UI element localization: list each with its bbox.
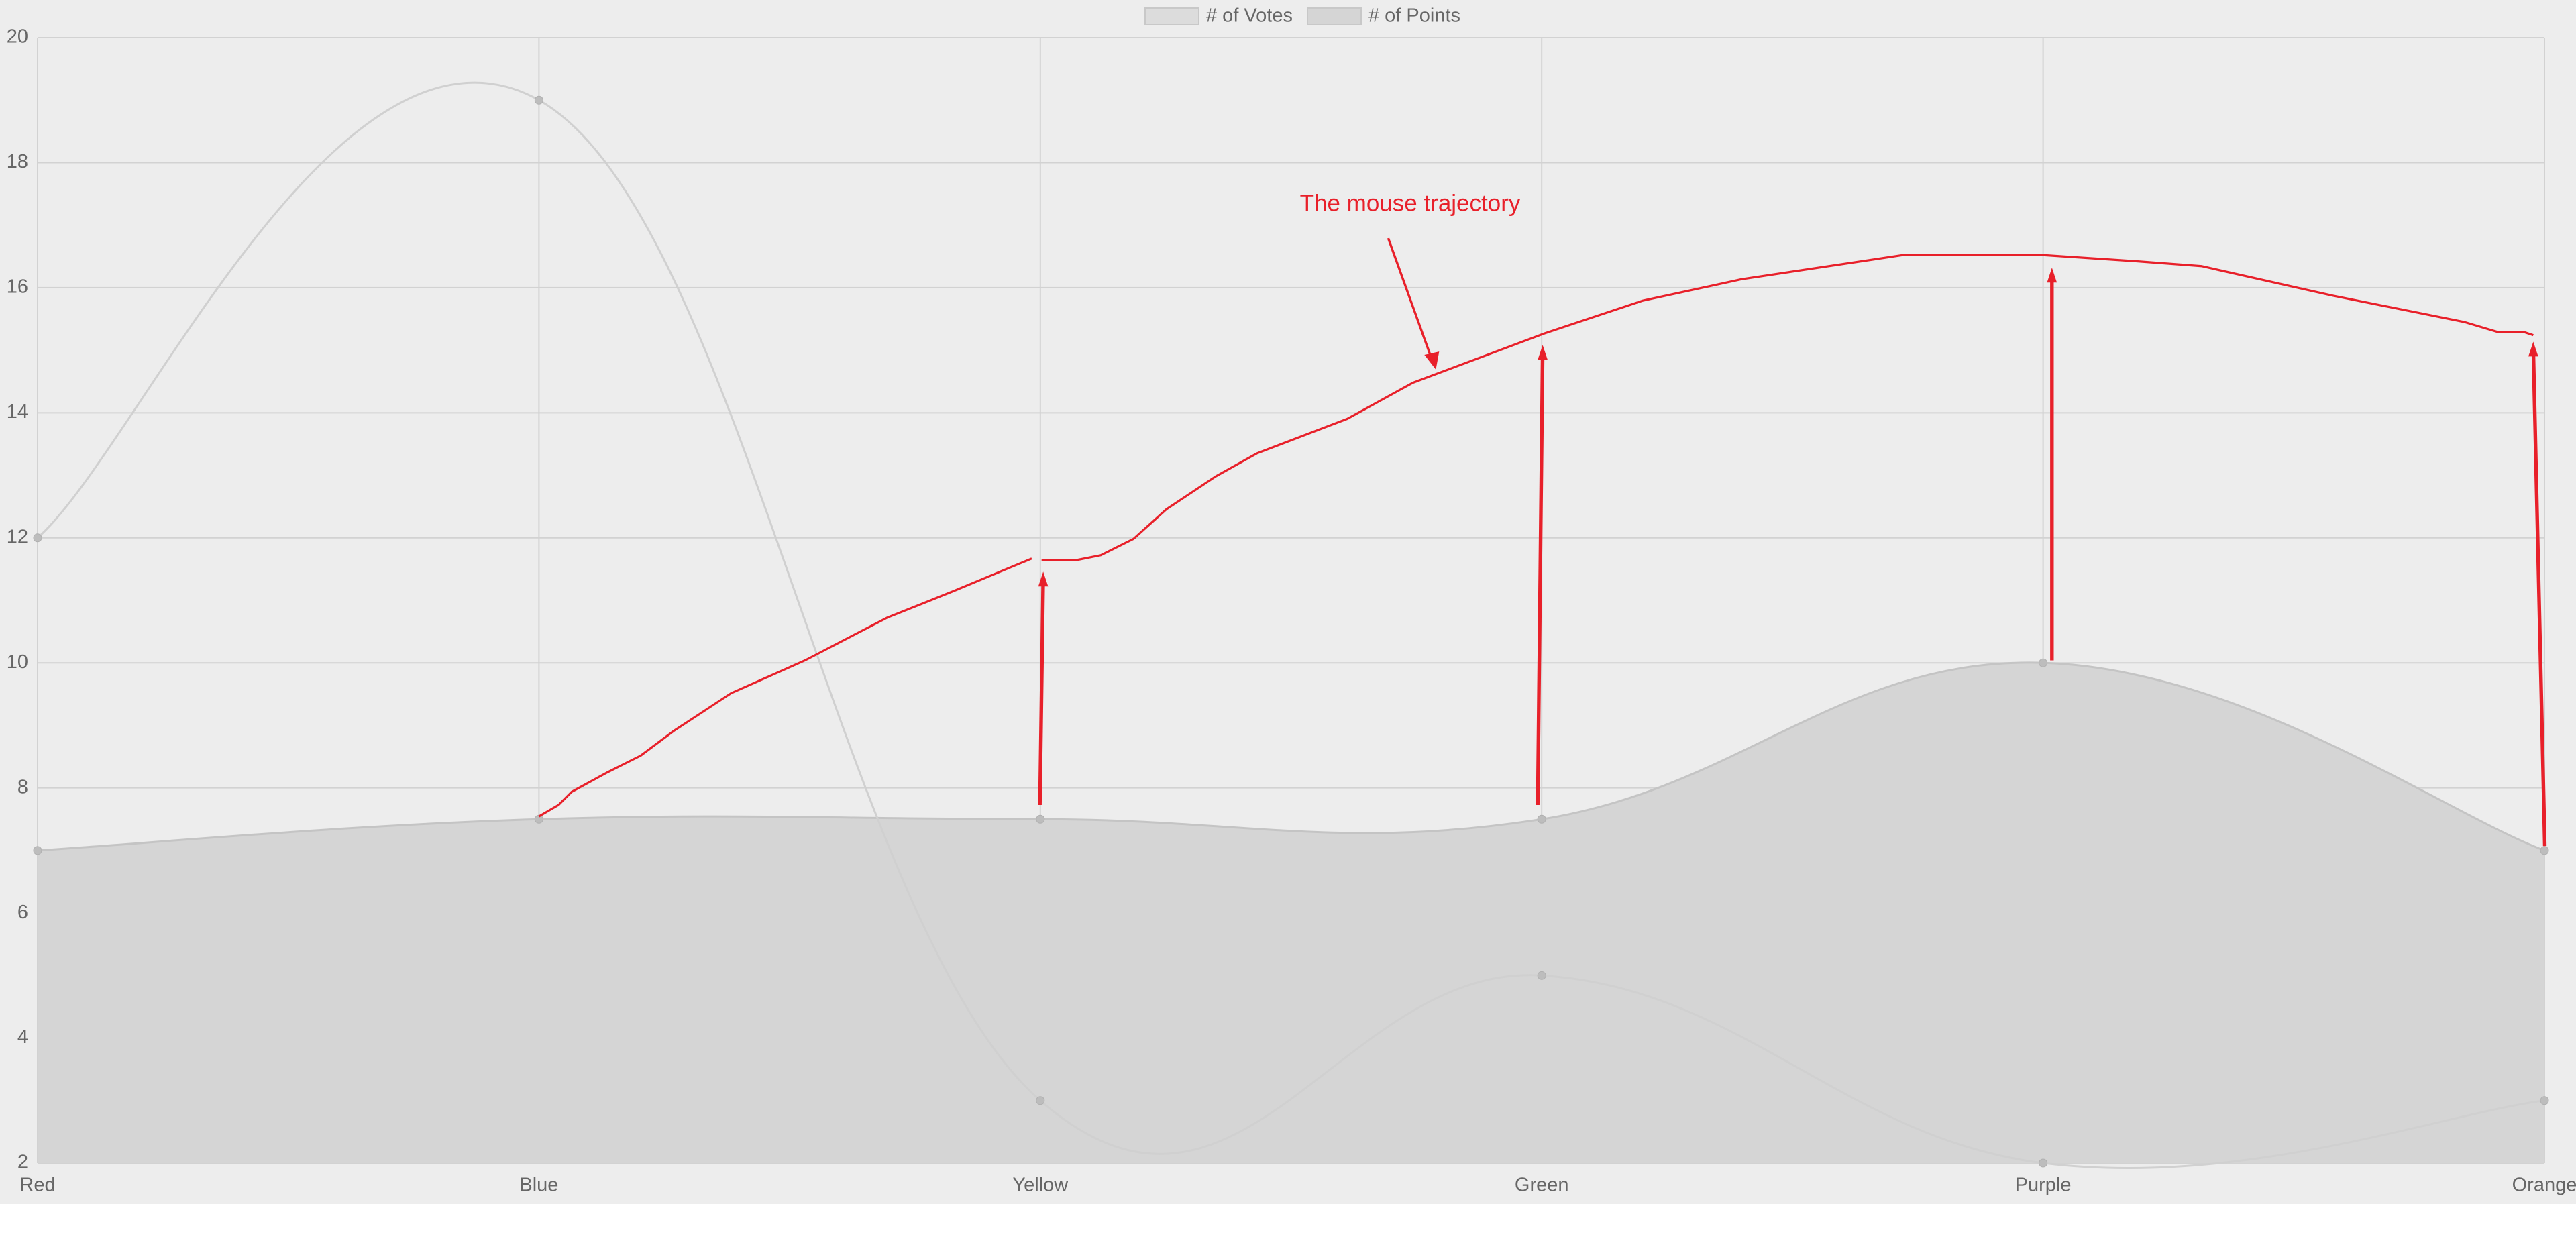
point — [2039, 658, 2048, 667]
series-line — [37, 661, 2545, 852]
arrow — [1038, 578, 1045, 806]
point — [33, 846, 42, 855]
arrow-head — [1538, 345, 1548, 360]
arrow-head — [2528, 341, 2538, 357]
point — [2540, 1096, 2549, 1105]
legend-swatch — [1307, 7, 1362, 25]
y-tick-label: 12 — [7, 526, 28, 547]
series-area — [38, 662, 2544, 1163]
point — [1036, 1096, 1045, 1105]
x-tick-label: Red — [19, 1175, 55, 1196]
trajectory — [538, 557, 1032, 818]
legend-swatch — [1144, 7, 1199, 25]
y-tick-label: 6 — [17, 902, 28, 923]
arrow — [1536, 351, 1545, 806]
arrow — [2531, 348, 2547, 847]
y-tick-label: 16 — [7, 276, 28, 298]
point — [1537, 814, 1546, 824]
y-tick-label: 10 — [7, 651, 28, 673]
point — [33, 533, 42, 543]
y-tick-label: 18 — [7, 151, 28, 172]
point — [534, 95, 543, 105]
arrow-head — [2047, 268, 2057, 283]
annotation: The mouse trajectory — [1300, 190, 1521, 216]
point — [2540, 846, 2549, 855]
point — [1537, 971, 1546, 980]
y-tick-label: 8 — [17, 776, 28, 798]
y-tick-label: 14 — [7, 401, 28, 423]
y-tick-label: 4 — [17, 1026, 28, 1048]
mouse-overlay — [538, 237, 2547, 847]
point — [2039, 1158, 2048, 1168]
legend-label: # of Votes — [1206, 5, 1293, 27]
x-tick-label: Green — [1515, 1175, 1569, 1196]
legend-label: # of Points — [1368, 5, 1460, 27]
plot: 2 4 6 8 10 12 14 16 18 20 Red Blue Yellow Green Purple… — [7, 5, 2576, 1196]
x-tick-label: Purple — [2015, 1175, 2072, 1196]
trajectory — [1041, 254, 2534, 561]
x-tick-label: Yellow — [1012, 1175, 1069, 1196]
x-tick-label: Orange — [2512, 1175, 2576, 1196]
y-tick-label: 20 — [7, 26, 28, 48]
arrow-heads — [1038, 268, 2538, 587]
y-tick-label: 2 — [17, 1152, 28, 1173]
point — [1036, 814, 1045, 824]
arrow-head — [1038, 571, 1049, 587]
arrows — [1038, 237, 2547, 847]
arrow — [1387, 237, 1434, 362]
arrow-head — [1424, 351, 1440, 370]
x-tick-label: Blue — [519, 1175, 558, 1196]
